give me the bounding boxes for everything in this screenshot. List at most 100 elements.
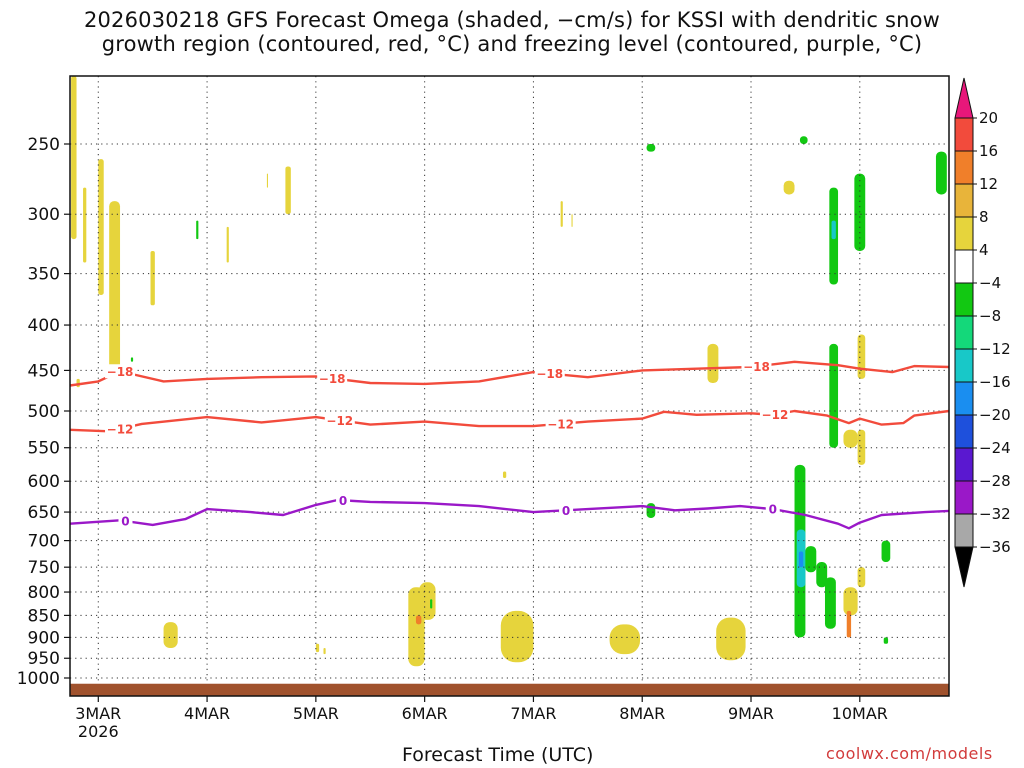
omega-region-26 <box>783 180 795 195</box>
omega-region-35 <box>831 220 836 240</box>
dgz-minus12-label-bg-1 <box>324 413 355 428</box>
y-axis: 2503003504004505005506006507007508008509… <box>17 135 70 689</box>
omega-region-43 <box>857 567 866 588</box>
omega-region-23 <box>646 503 656 518</box>
freezing-level-label-0: 0 <box>121 515 129 529</box>
colorbar-box-1 <box>954 117 974 152</box>
plot-frame <box>69 75 950 697</box>
dgz-minus12-label-0: −12 <box>107 422 134 436</box>
omega-region-20 <box>571 214 573 227</box>
x-tick-label-8MAR: 8MAR <box>619 704 665 723</box>
dgz-minus12-label-1: −12 <box>326 414 353 428</box>
omega-region-32 <box>816 562 828 588</box>
y-tick-label-700: 700 <box>28 532 60 552</box>
x-tick-label-4MAR: 4MAR <box>184 704 230 723</box>
colorbar-label-10: −24 <box>979 439 1011 457</box>
contour-lines: −18 −18 −18 −18 −12 −12 −12 −12 0 0 0 0 <box>69 359 950 530</box>
y-tick-label-350: 350 <box>28 265 60 285</box>
colorbar-box-5 <box>954 249 974 284</box>
omega-region-38 <box>857 334 866 379</box>
colorbar-box-6 <box>954 282 974 317</box>
omega-region-36 <box>829 343 839 448</box>
dgz-minus18-label-bg-3 <box>741 359 772 374</box>
terrain-band <box>70 683 949 696</box>
omega-region-18 <box>502 471 507 479</box>
colorbar-label-1: 16 <box>979 142 998 160</box>
y-tick-label-1000: 1000 <box>17 669 60 689</box>
y-tick-label-900: 900 <box>28 628 60 648</box>
dgz-minus18-label-bg-0 <box>105 364 136 379</box>
omega-shading <box>71 76 947 667</box>
colorbar-label-6: −8 <box>979 307 1001 325</box>
y-tick-label-800: 800 <box>28 583 60 603</box>
freezing-level-label-1: 0 <box>339 494 347 508</box>
x-tick-label-9MAR: 9MAR <box>728 704 774 723</box>
omega-region-19 <box>560 201 563 227</box>
y-tick-label-850: 850 <box>28 606 60 626</box>
omega-region-22 <box>646 144 656 152</box>
dgz-minus12-label-bg-3 <box>759 407 790 422</box>
dgz-minus18-label-1: −18 <box>319 372 346 386</box>
colorbar-label-8: −16 <box>979 373 1011 391</box>
freezing-level-line <box>69 498 950 530</box>
freezing-level-label-bg-1 <box>336 493 351 508</box>
dgz-minus18-label-0: −18 <box>107 365 134 379</box>
y-tick-label-450: 450 <box>28 361 60 381</box>
omega-region-1 <box>83 187 87 263</box>
colorbar-box-13 <box>954 513 974 548</box>
omega-region-39 <box>843 429 858 448</box>
y-tick-label-250: 250 <box>28 135 60 155</box>
omega-region-27 <box>799 136 808 144</box>
y-tick-label-600: 600 <box>28 472 60 492</box>
freezing-level-label-bg-3 <box>765 502 780 517</box>
omega-region-15 <box>415 615 422 625</box>
omega-region-17 <box>500 610 534 663</box>
omega-region-0 <box>71 76 77 240</box>
omega-region-42 <box>846 610 852 638</box>
dgz-minus12-label-bg-0 <box>105 421 136 436</box>
x-tick-label-6MAR: 6MAR <box>402 704 448 723</box>
watermark: coolwx.com/models <box>826 744 993 763</box>
chart-title-line1: 2026030218 GFS Forecast Omega (shaded, −… <box>83 8 941 32</box>
omega-region-25 <box>716 617 746 661</box>
colorbar-label-3: 8 <box>979 208 989 226</box>
colorbar-box-9 <box>954 381 974 416</box>
gridlines <box>70 76 949 696</box>
omega-region-46 <box>935 151 947 195</box>
omega-region-3 <box>109 201 121 371</box>
colorbar-top-arrow <box>954 77 974 119</box>
omega-region-41 <box>843 587 858 616</box>
x-axis-label: Forecast Time (UTC) <box>402 744 594 766</box>
omega-region-11 <box>315 643 320 653</box>
dgz-minus18-line <box>69 360 950 387</box>
colorbar-box-2 <box>954 150 974 185</box>
omega-region-45 <box>883 637 889 644</box>
dgz-minus12-line <box>69 409 950 433</box>
omega-region-6 <box>266 173 268 188</box>
colorbar-box-10 <box>954 414 974 449</box>
omega-region-16 <box>430 599 433 609</box>
omega-region-5 <box>226 226 229 263</box>
omega-region-9 <box>130 357 134 362</box>
dgz-minus18-label-3: −18 <box>743 360 770 374</box>
omega-region-24 <box>707 343 719 384</box>
freezing-level-label-bg-0 <box>118 514 133 529</box>
omega-region-4 <box>150 250 155 306</box>
dgz-minus12-label-2: −12 <box>547 417 574 431</box>
omega-region-31 <box>805 546 817 573</box>
colorbar-box-8 <box>954 348 974 383</box>
dgz-minus18-label-2: −18 <box>536 367 563 381</box>
colorbar-label-5: −4 <box>979 274 1001 292</box>
omega-region-12 <box>323 647 326 655</box>
freezing-level-label-3: 0 <box>769 503 777 517</box>
y-tick-label-650: 650 <box>28 503 60 523</box>
omega-region-8 <box>196 220 199 240</box>
colorbar-box-12 <box>954 480 974 515</box>
y-tick-label-750: 750 <box>28 558 60 578</box>
colorbar-box-11 <box>954 447 974 482</box>
omega-region-30 <box>798 551 804 568</box>
x-tick-sublabel-3MAR: 2026 <box>78 722 119 741</box>
colorbar-label-4: 4 <box>979 241 989 259</box>
dgz-minus18-label-bg-1 <box>317 371 348 386</box>
y-tick-label-550: 550 <box>28 439 60 459</box>
